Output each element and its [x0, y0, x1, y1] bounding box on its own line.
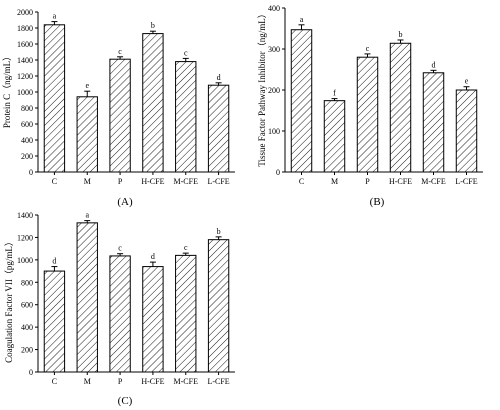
y-tick-label: 1200 — [17, 233, 33, 242]
y-tick-label: 1600 — [17, 40, 33, 49]
y-tick-label: 400 — [21, 136, 33, 145]
significance-label: c — [184, 243, 188, 252]
bar — [142, 33, 164, 173]
x-tick-label: L-CFE — [455, 177, 477, 186]
bar — [389, 42, 412, 173]
y-tick-label: 1200 — [17, 72, 33, 81]
significance-label: e — [85, 81, 89, 90]
x-tick-label: P — [365, 177, 370, 186]
bar — [142, 266, 164, 373]
significance-label: a — [53, 12, 57, 21]
bar — [43, 24, 66, 173]
significance-label: c — [184, 48, 188, 57]
significance-label: b — [399, 30, 403, 39]
bar — [207, 239, 230, 373]
chart-c-y-axis-label: Coagulation Factor VII（pg/mL） — [4, 237, 14, 363]
y-tick-label: 800 — [21, 278, 33, 287]
significance-label: d — [52, 257, 56, 266]
significance-label: c — [118, 244, 122, 253]
bar — [207, 84, 230, 173]
bar — [76, 222, 98, 373]
x-tick-label: C — [52, 177, 57, 186]
y-tick-label: 1800 — [17, 24, 33, 33]
chart-panel-b: Tissue Factor Pathway Inhibitor（ng/mL） (… — [257, 4, 483, 208]
bar — [356, 56, 379, 173]
x-tick-label: M — [84, 177, 91, 186]
chart-c-panel-label: (C) — [118, 395, 133, 407]
y-tick-label: 1000 — [17, 88, 33, 97]
chart-a-panel-label: (A) — [117, 196, 133, 208]
bar — [76, 96, 98, 173]
chart-panel-a: Protein C（ng/mL） (A) 0 200 400 600 800 1000 12… — [2, 8, 235, 208]
x-tick-label: H-CFE — [141, 377, 164, 386]
y-tick-label: 800 — [21, 104, 33, 113]
y-tick-label: 2000 — [17, 8, 33, 17]
significance-label: d — [217, 73, 221, 82]
y-tick-label: 600 — [21, 120, 33, 129]
significance-label: c — [118, 47, 122, 56]
significance-label: d — [432, 60, 436, 69]
y-tick-label: 1000 — [17, 256, 33, 265]
significance-label: a — [300, 15, 304, 24]
x-tick-label: M — [331, 177, 338, 186]
y-tick-label: 300 — [268, 45, 280, 54]
x-tick-label: H-CFE — [389, 177, 412, 186]
x-tick-label: L-CFE — [207, 177, 229, 186]
x-tick-label: P — [118, 377, 123, 386]
y-tick-label: 1400 — [17, 211, 33, 220]
bar — [43, 270, 66, 373]
chart-panel-c: Coagulation Factor VII（pg/mL） (C) 0 200 40… — [4, 211, 235, 407]
y-tick-label: 100 — [268, 127, 280, 136]
y-tick-label: 200 — [21, 152, 33, 161]
significance-label: b — [151, 21, 155, 30]
significance-label: a — [85, 211, 89, 220]
chart-b-panel-label: (B) — [370, 196, 385, 208]
y-tick-label: 400 — [21, 323, 33, 332]
x-tick-label: M-CFE — [174, 177, 199, 186]
bar — [109, 255, 131, 373]
x-tick-label: P — [118, 177, 123, 186]
bar — [175, 61, 197, 173]
x-tick-label: M-CFE — [174, 377, 199, 386]
bar — [422, 72, 445, 173]
chart-a-y-axis-label: Protein C（ng/mL） — [2, 52, 12, 128]
bar — [455, 89, 478, 173]
bar — [323, 100, 346, 173]
bar — [290, 29, 313, 173]
y-tick-label: 200 — [21, 346, 33, 355]
bar — [109, 58, 131, 173]
y-tick-label: 600 — [21, 301, 33, 310]
y-tick-label: 1400 — [17, 56, 33, 65]
x-tick-label: L-CFE — [207, 377, 229, 386]
y-tick-label: 0 — [29, 168, 33, 177]
y-tick-label: 0 — [276, 168, 280, 177]
significance-label: e — [465, 77, 469, 86]
chart-b-y-axis-label: Tissue Factor Pathway Inhibitor（ng/mL） — [257, 9, 267, 166]
x-tick-label: H-CFE — [141, 177, 164, 186]
x-tick-label: C — [52, 377, 57, 386]
significance-label: b — [217, 227, 221, 236]
bar — [175, 254, 197, 373]
y-tick-label: 0 — [29, 368, 33, 377]
significance-label: f — [333, 89, 336, 98]
significance-label: c — [366, 44, 370, 53]
significance-label: d — [151, 252, 155, 261]
x-tick-label: M-CFE — [421, 177, 446, 186]
x-tick-label: M — [84, 377, 91, 386]
y-tick-label: 200 — [268, 86, 280, 95]
x-tick-label: C — [299, 177, 304, 186]
y-tick-label: 400 — [268, 4, 280, 13]
